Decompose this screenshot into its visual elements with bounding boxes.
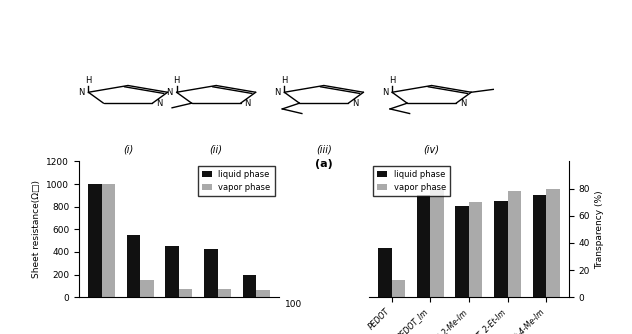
Bar	[243, 275, 257, 297]
Text: N: N	[352, 99, 359, 108]
Text: (iv): (iv)	[423, 144, 440, 154]
Bar	[455, 206, 469, 297]
Text: H: H	[281, 75, 288, 85]
Bar	[391, 280, 405, 297]
Bar	[166, 246, 179, 297]
Text: N: N	[166, 88, 173, 97]
Y-axis label: Transparency (%): Transparency (%)	[595, 190, 605, 269]
Text: N: N	[274, 88, 281, 97]
Legend: liquid phase, vapor phase: liquid phase, vapor phase	[373, 166, 450, 196]
Text: H: H	[85, 75, 92, 85]
Text: (ii): (ii)	[210, 144, 222, 154]
Bar	[179, 289, 193, 297]
Bar	[140, 280, 154, 297]
Text: N: N	[245, 99, 251, 108]
Legend: liquid phase, vapor phase: liquid phase, vapor phase	[198, 166, 275, 196]
Bar	[469, 202, 482, 297]
Text: H: H	[389, 75, 395, 85]
Bar	[88, 184, 102, 297]
Text: (iii): (iii)	[316, 144, 332, 154]
Bar	[416, 195, 430, 297]
Text: N: N	[382, 88, 388, 97]
Bar	[102, 184, 115, 297]
Bar	[378, 248, 391, 297]
Bar	[546, 188, 560, 297]
Text: N: N	[156, 99, 163, 108]
Text: 100: 100	[285, 300, 302, 309]
Bar	[257, 290, 270, 297]
Text: H: H	[173, 75, 179, 85]
Bar	[204, 248, 217, 297]
Bar	[430, 188, 444, 297]
Y-axis label: Sheet resistance(Ω□): Sheet resistance(Ω□)	[32, 180, 40, 278]
Text: (i): (i)	[123, 144, 133, 154]
Bar	[507, 191, 521, 297]
Text: N: N	[78, 88, 85, 97]
Bar	[533, 195, 546, 297]
Bar	[494, 201, 507, 297]
Text: (a): (a)	[315, 159, 333, 169]
Bar	[217, 289, 231, 297]
Text: N: N	[460, 99, 466, 108]
Bar	[127, 235, 140, 297]
